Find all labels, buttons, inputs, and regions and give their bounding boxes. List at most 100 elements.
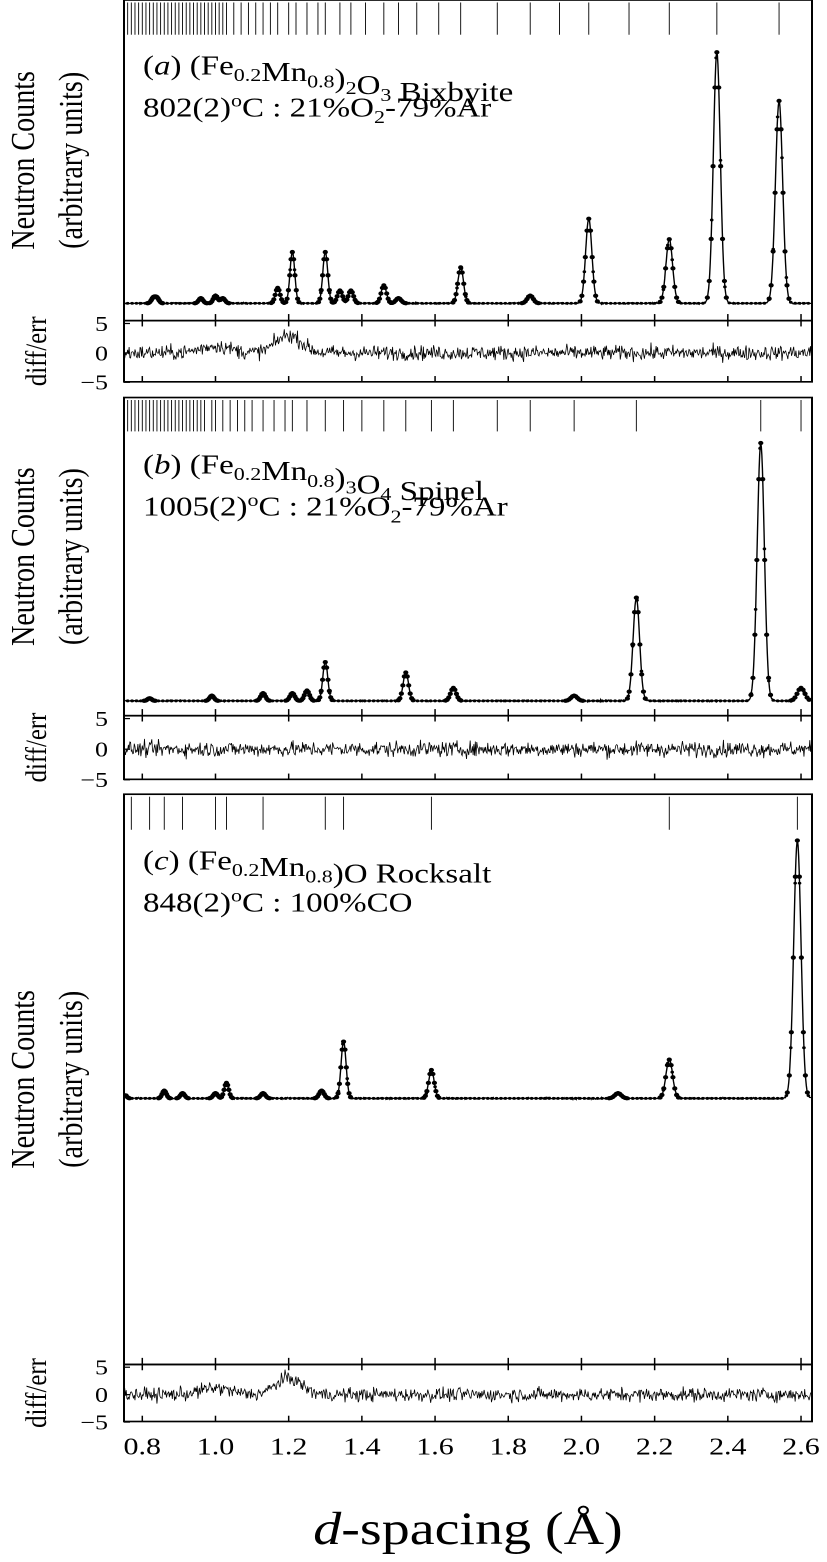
data-point <box>343 1065 349 1070</box>
data-point <box>525 1096 530 1100</box>
data-point <box>672 284 678 290</box>
data-point <box>446 696 451 700</box>
data-point <box>499 699 503 703</box>
panel-label-part: 0.2 <box>234 465 261 485</box>
data-point <box>696 301 701 305</box>
data-point <box>430 1071 436 1077</box>
data-point <box>398 696 402 700</box>
data-point <box>376 296 383 301</box>
difference-curve <box>123 738 813 760</box>
data-point <box>336 1089 341 1093</box>
data-point <box>297 1096 301 1100</box>
panel-label-part: 4 <box>380 485 391 505</box>
data-point <box>191 699 196 703</box>
data-point <box>701 1096 705 1100</box>
panel-c: 5 0 −5 diff/err Neutron Counts (arbitrary uni… <box>3 793 813 1435</box>
data-point <box>600 699 604 703</box>
data-point <box>644 697 648 701</box>
data-point <box>740 699 745 703</box>
data-point <box>293 288 299 293</box>
data-point <box>415 1096 420 1100</box>
data-point <box>292 268 297 272</box>
data-point <box>165 301 169 305</box>
data-point <box>670 258 675 262</box>
panel-conditions-part: -79%Ar <box>385 92 491 123</box>
data-point <box>433 1085 437 1089</box>
data-point <box>762 301 767 305</box>
data-point <box>461 281 467 286</box>
data-point <box>464 1096 468 1100</box>
data-point <box>683 301 688 305</box>
data-point <box>687 1096 692 1100</box>
panel-label-part: c <box>154 845 169 876</box>
data-point <box>578 698 582 702</box>
data-point <box>472 699 477 703</box>
data-point <box>297 699 301 703</box>
data-point <box>160 699 165 703</box>
data-point <box>784 1094 789 1098</box>
panel-conditions: 1005(2)oC : 21%O2-79%Ar <box>143 490 508 526</box>
data-point <box>292 273 298 278</box>
data-point <box>178 1093 183 1097</box>
data-point <box>633 595 639 600</box>
data-point <box>433 699 437 703</box>
data-point <box>279 699 284 703</box>
panel-label-part: (Fe <box>188 845 232 876</box>
data-point <box>275 1096 279 1100</box>
data-point <box>503 301 508 305</box>
data-point <box>560 1096 565 1100</box>
panel-conditions-part: 848(2) <box>143 887 231 918</box>
data-point <box>382 285 388 291</box>
data-point <box>398 1096 402 1100</box>
data-point <box>683 699 688 703</box>
data-point <box>349 289 354 293</box>
data-point <box>459 267 464 271</box>
data-point <box>709 218 714 222</box>
data-point <box>551 699 556 703</box>
panel-label: (b) (Fe0.2Mn0.8)3O4 Spinel <box>143 449 484 506</box>
data-point <box>582 254 588 260</box>
data-point <box>222 699 227 703</box>
data-point <box>740 1096 745 1100</box>
data-point <box>454 281 461 286</box>
data-point <box>424 699 429 703</box>
data-point <box>169 301 174 305</box>
data-point <box>288 694 292 698</box>
data-point <box>323 660 328 664</box>
data-point <box>639 669 644 673</box>
data-point <box>318 288 324 293</box>
data-point <box>327 291 332 295</box>
panel-label-part: O <box>344 858 368 889</box>
data-point <box>593 293 599 298</box>
data-point <box>626 694 631 698</box>
data-point <box>622 301 626 305</box>
data-point <box>762 1096 767 1100</box>
data-point <box>771 247 776 251</box>
data-point <box>644 1096 648 1100</box>
data-point <box>338 1065 344 1070</box>
data-point <box>534 699 538 703</box>
data-point <box>635 598 639 602</box>
data-point <box>279 297 284 301</box>
data-point <box>538 1096 543 1100</box>
data-point <box>560 699 565 703</box>
data-point <box>745 699 749 703</box>
data-point <box>701 699 705 703</box>
data-point <box>363 1096 367 1100</box>
data-point <box>731 1096 736 1100</box>
data-point <box>319 273 326 278</box>
data-point <box>393 699 398 703</box>
data-point <box>750 675 756 681</box>
y-axis-label: (arbitrary units) <box>51 468 89 645</box>
data-point <box>218 298 222 302</box>
data-point <box>529 1096 534 1100</box>
x-tick-label: 2.4 <box>709 1432 747 1460</box>
data-point <box>626 301 631 305</box>
data-point <box>797 687 802 691</box>
data-point <box>679 699 683 703</box>
data-point <box>551 301 556 305</box>
data-point <box>617 301 622 305</box>
data-point <box>639 1096 644 1100</box>
data-point <box>447 691 453 696</box>
data-point <box>160 1090 165 1094</box>
